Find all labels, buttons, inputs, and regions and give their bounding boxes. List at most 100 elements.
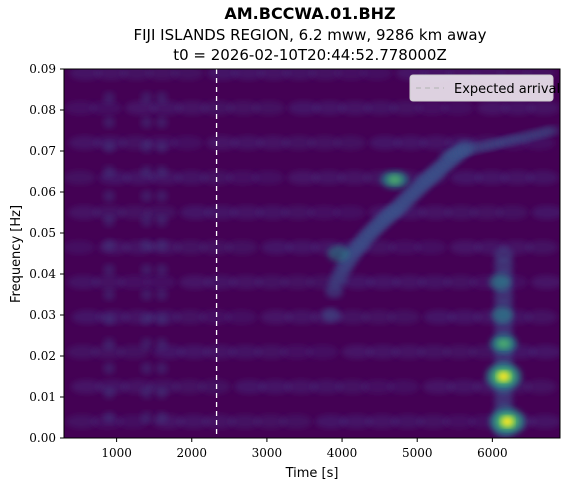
noise-blob bbox=[309, 69, 342, 81]
noise-blob bbox=[257, 69, 290, 81]
noise-column bbox=[155, 116, 168, 129]
noise-blob bbox=[285, 310, 318, 325]
noise-blob bbox=[64, 100, 97, 115]
legend-box bbox=[409, 74, 554, 102]
noise-blob bbox=[206, 69, 239, 81]
noise-blob bbox=[476, 100, 509, 115]
energy-feature-faint bbox=[488, 274, 511, 291]
noise-blob bbox=[70, 379, 103, 394]
noise-blob bbox=[419, 205, 452, 220]
noise-column bbox=[155, 411, 168, 424]
noise-column bbox=[140, 263, 153, 276]
y-tick-label: 0.07 bbox=[29, 144, 56, 158]
noise-blob bbox=[92, 275, 125, 290]
noise-column bbox=[140, 190, 153, 203]
noise-blob bbox=[66, 344, 99, 359]
noise-blob bbox=[367, 275, 400, 290]
noise-blob bbox=[391, 414, 424, 429]
noise-blob bbox=[178, 275, 211, 290]
noise-blob bbox=[144, 205, 177, 220]
noise-blob bbox=[147, 379, 180, 394]
noise-column bbox=[140, 116, 153, 129]
noise-blob bbox=[229, 344, 262, 359]
noise-blob bbox=[179, 205, 212, 220]
noise-blob bbox=[198, 379, 231, 394]
x-tick-label: 6000 bbox=[477, 446, 508, 460]
noise-blob bbox=[308, 135, 341, 150]
y-tick-label: 0.06 bbox=[29, 185, 56, 199]
y-axis: 0.00 0.01 0.02 0.03 0.04 0.05 0.06 0.07 0.08 0.09 bbox=[29, 62, 64, 445]
energy-feature-faint bbox=[491, 307, 514, 323]
y-tick-label: 0.00 bbox=[29, 431, 56, 445]
legend: Expected arrival bbox=[409, 74, 560, 102]
chart-title: AM.BCCWA.01.BHZ bbox=[224, 4, 395, 23]
noise-blob bbox=[339, 100, 372, 115]
noise-blob bbox=[282, 205, 315, 220]
noise-blob bbox=[256, 205, 289, 220]
noise-blob bbox=[449, 240, 482, 255]
noise-blob bbox=[502, 100, 535, 115]
noise-blob bbox=[285, 379, 318, 394]
noise-blob bbox=[171, 135, 204, 150]
noise-blob bbox=[287, 170, 320, 185]
noise-blob bbox=[259, 379, 292, 394]
noise-blob bbox=[233, 379, 266, 394]
noise-blob bbox=[313, 100, 346, 115]
noise-blob bbox=[260, 240, 293, 255]
x-tick-label: 3000 bbox=[252, 446, 283, 460]
noise-column bbox=[140, 140, 153, 153]
noise-blob bbox=[531, 205, 560, 220]
noise-blob bbox=[334, 69, 367, 81]
noise-blob bbox=[94, 69, 127, 81]
y-tick-label: 0.04 bbox=[29, 267, 56, 281]
noise-column bbox=[155, 239, 168, 252]
dispersion-arc-tail bbox=[544, 125, 560, 136]
plot-area bbox=[63, 68, 561, 439]
noise-blob bbox=[340, 414, 373, 429]
noise-blob bbox=[253, 100, 286, 115]
noise-blob bbox=[418, 275, 451, 290]
noise-blob bbox=[93, 205, 126, 220]
y-tick-label: 0.05 bbox=[29, 226, 56, 240]
noise-column bbox=[140, 362, 153, 375]
noise-blob bbox=[366, 414, 399, 429]
noise-blob bbox=[310, 379, 343, 394]
noise-blob bbox=[230, 205, 263, 220]
noise-blob bbox=[68, 135, 101, 150]
noise-blob bbox=[117, 344, 150, 359]
noise-blob bbox=[174, 310, 207, 325]
noise-blob bbox=[422, 379, 455, 394]
noise-blob bbox=[450, 170, 483, 185]
noise-blob bbox=[203, 414, 236, 429]
noise-blob bbox=[282, 135, 315, 150]
noise-blob bbox=[443, 414, 476, 429]
noise-blob bbox=[307, 205, 340, 220]
noise-blob bbox=[393, 275, 426, 290]
noise-blob bbox=[255, 344, 288, 359]
noise-blob bbox=[283, 69, 316, 81]
noise-blob bbox=[226, 240, 259, 255]
noise-blob bbox=[228, 414, 261, 429]
y-tick-label: 0.01 bbox=[29, 390, 56, 404]
noise-blob bbox=[287, 100, 320, 115]
energy-peak-core bbox=[501, 416, 514, 427]
noise-blob bbox=[529, 414, 560, 429]
noise-blob bbox=[443, 344, 476, 359]
noise-column bbox=[140, 214, 153, 227]
noise-column bbox=[140, 239, 153, 252]
noise-column bbox=[140, 288, 153, 301]
noise-blob bbox=[363, 240, 396, 255]
noise-column bbox=[140, 91, 153, 104]
noise-blob bbox=[177, 414, 210, 429]
noise-column bbox=[155, 362, 168, 375]
noise-blob bbox=[525, 310, 558, 325]
noise-blob bbox=[260, 310, 293, 325]
noise-blob bbox=[64, 170, 96, 185]
noise-blob bbox=[226, 170, 259, 185]
energy-peak-core bbox=[497, 371, 510, 382]
noise-blob bbox=[417, 414, 450, 429]
noise-blob bbox=[337, 310, 370, 325]
noise-blob bbox=[173, 379, 206, 394]
noise-blob bbox=[201, 100, 234, 115]
noise-blob bbox=[171, 69, 204, 81]
